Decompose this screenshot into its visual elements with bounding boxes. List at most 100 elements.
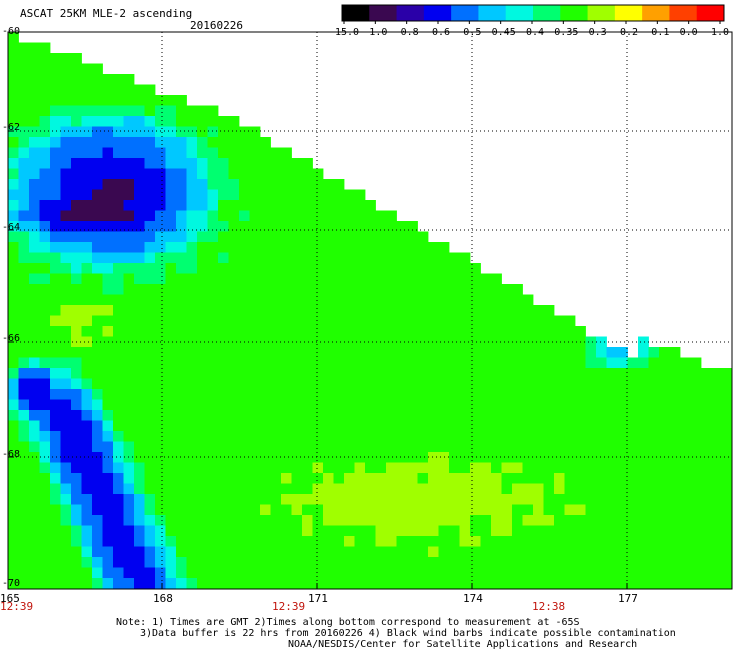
wind-cell	[417, 525, 429, 537]
wind-cell	[197, 326, 208, 337]
wind-cell	[102, 116, 114, 127]
wind-cell	[669, 357, 681, 369]
wind-cell	[459, 284, 471, 295]
wind-cell	[564, 357, 576, 369]
wind-cell	[197, 567, 208, 579]
wind-cell	[701, 420, 712, 432]
wind-cell	[417, 242, 429, 253]
wind-cell	[29, 399, 40, 411]
wind-cell	[396, 452, 408, 463]
wind-cell	[638, 389, 649, 400]
wind-cell	[407, 473, 418, 484]
wind-cell	[260, 315, 271, 327]
wind-cell	[144, 263, 156, 274]
wind-cell	[8, 63, 19, 75]
wind-cell	[249, 557, 261, 568]
wind-cell	[165, 410, 177, 421]
wind-cell	[50, 168, 61, 180]
wind-cell	[375, 504, 387, 516]
wind-cell	[197, 263, 208, 274]
wind-cell	[459, 504, 471, 516]
wind-cell	[722, 525, 733, 537]
wind-cell	[18, 420, 30, 432]
wind-cell	[543, 525, 555, 537]
wind-cell	[18, 410, 30, 421]
wind-cell	[701, 567, 712, 579]
wind-cell	[291, 399, 303, 411]
wind-cell	[606, 473, 618, 484]
wind-cell	[323, 231, 334, 243]
wind-cell	[690, 441, 702, 453]
wind-cell	[165, 95, 177, 106]
wind-cell	[701, 473, 712, 484]
wind-cell	[29, 242, 40, 253]
wind-cell	[155, 252, 166, 264]
wind-cell	[606, 462, 618, 474]
wind-cell	[596, 410, 607, 421]
wind-cell	[554, 410, 565, 421]
wind-cell	[81, 546, 93, 558]
wind-cell	[407, 515, 418, 526]
wind-cell	[176, 200, 187, 211]
wind-cell	[71, 483, 82, 495]
wind-cell	[144, 294, 156, 306]
wind-cell	[228, 252, 240, 264]
wind-cell	[144, 536, 156, 547]
wind-cell	[60, 200, 72, 211]
wind-cell	[123, 126, 135, 138]
wind-cell	[711, 494, 723, 505]
wind-cell	[249, 578, 261, 589]
wind-cell	[39, 536, 51, 547]
wind-cell	[543, 557, 555, 568]
wind-cell	[260, 431, 271, 442]
wind-cell	[60, 494, 72, 505]
wind-cell	[396, 294, 408, 306]
wind-cell	[438, 399, 450, 411]
wind-cell	[375, 525, 387, 537]
wind-cell	[491, 557, 502, 568]
wind-cell	[186, 210, 198, 222]
wind-cell	[659, 368, 670, 379]
wind-cell	[239, 200, 250, 211]
wind-cell	[680, 431, 691, 442]
wind-cell	[533, 441, 544, 453]
wind-cell	[575, 410, 586, 421]
wind-cell	[281, 347, 292, 358]
wind-cell	[312, 263, 324, 274]
wind-cell	[407, 326, 418, 337]
wind-cell	[428, 420, 439, 432]
wind-cell	[659, 410, 670, 421]
wind-cell	[18, 147, 30, 159]
wind-cell	[522, 578, 534, 589]
wind-cell	[102, 462, 114, 474]
wind-cell	[501, 494, 513, 505]
wind-cell	[459, 389, 471, 400]
wind-cell	[417, 252, 429, 264]
wind-cell	[564, 504, 576, 516]
wind-cell	[365, 294, 376, 306]
wind-cell	[8, 389, 19, 400]
wind-cell	[459, 578, 471, 589]
wind-cell	[8, 431, 19, 442]
wind-cell	[648, 578, 660, 589]
wind-cell	[449, 410, 460, 421]
wind-cell	[501, 546, 513, 558]
wind-cell	[585, 473, 597, 484]
wind-cell	[627, 504, 639, 516]
wind-cell	[386, 546, 397, 558]
wind-cell	[228, 399, 240, 411]
wind-cell	[323, 494, 334, 505]
wind-cell	[512, 546, 523, 558]
wind-cell	[585, 336, 597, 348]
wind-cell	[438, 273, 450, 285]
wind-cell	[29, 116, 40, 127]
wind-cell	[92, 399, 103, 411]
wind-cell	[648, 368, 660, 379]
wind-cell	[197, 336, 208, 348]
wind-cell	[134, 420, 145, 432]
wind-cell	[144, 284, 156, 295]
wind-cell	[512, 347, 523, 358]
wind-cell	[176, 431, 187, 442]
wind-cell	[302, 294, 313, 306]
wind-cell	[344, 567, 355, 579]
